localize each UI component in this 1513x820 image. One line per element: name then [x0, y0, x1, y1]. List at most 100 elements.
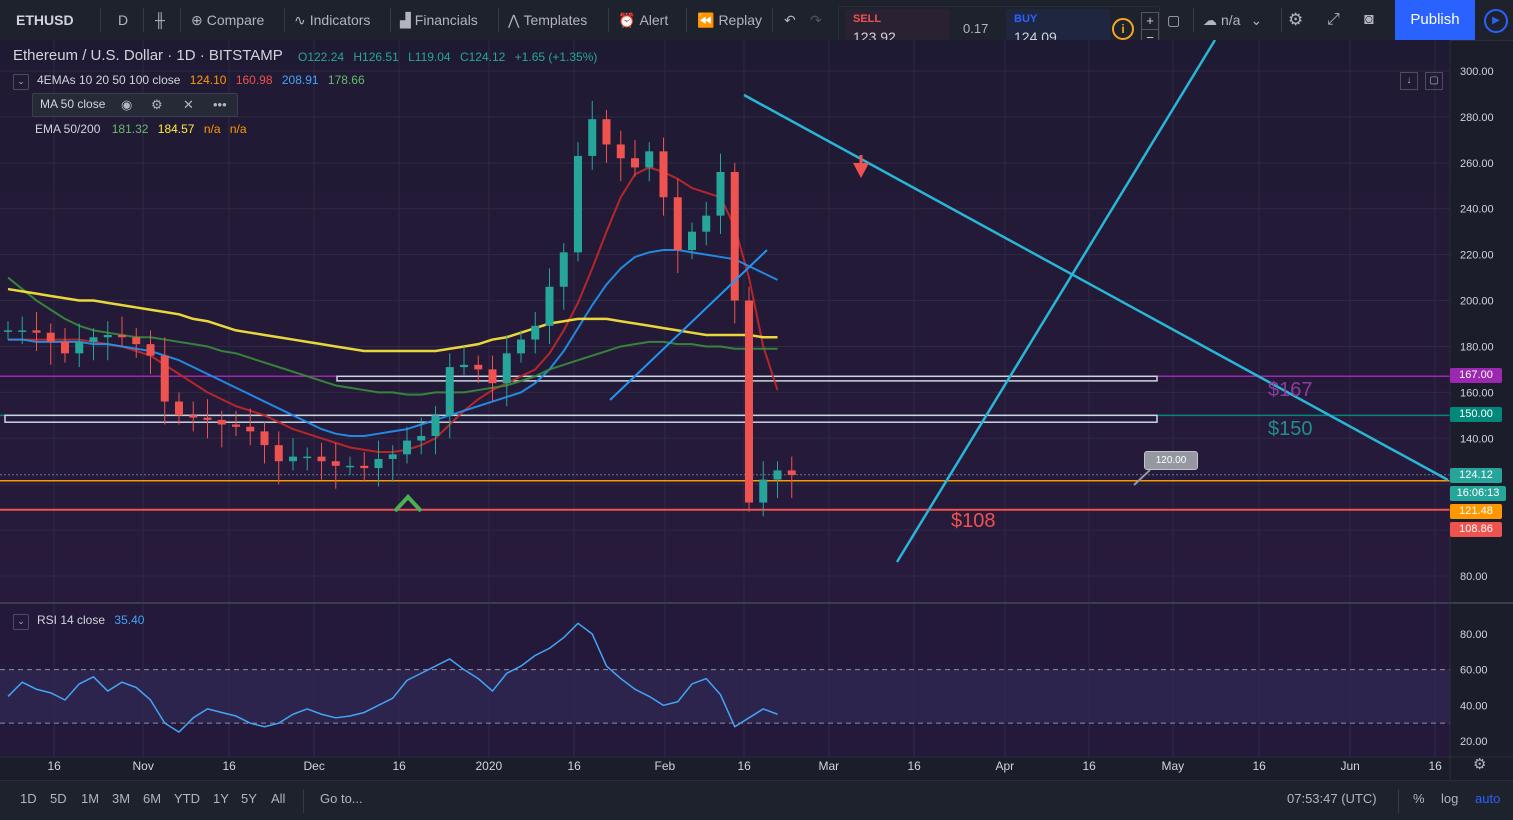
time-tick-label: 16 [1082, 759, 1096, 773]
arrow-down-icon[interactable]: ↓ [1400, 72, 1418, 90]
compare-button[interactable]: ⊕ Compare [191, 0, 264, 40]
divider [390, 8, 391, 32]
indicators-icon: ∿ [294, 12, 306, 28]
publish-button[interactable]: Publish [1395, 0, 1475, 40]
range-button[interactable]: YTD [174, 791, 200, 806]
ma50-legend-box[interactable]: MA 50 close ◉ ⚙ ✕ ••• [32, 93, 238, 117]
ema50-value: 208.91 [281, 73, 319, 87]
settings-button[interactable]: ⚙ [1288, 0, 1303, 40]
ema10-value: 124.10 [189, 73, 227, 87]
candles-icon: ╫ [155, 12, 165, 28]
compare-label: Compare [206, 12, 265, 28]
alert-button[interactable]: ⏰ Alert [618, 0, 668, 40]
clock-time[interactable]: 07:53:47 (UTC) [1287, 791, 1377, 806]
price-callout[interactable]: 120.00 [1144, 451, 1198, 470]
candle-body [602, 119, 611, 145]
price-tick-label: 160.00 [1460, 387, 1494, 399]
more-icon[interactable]: ••• [213, 97, 227, 112]
chart-type-button[interactable]: ╫ [155, 0, 169, 40]
range-button[interactable]: 1M [81, 791, 100, 806]
eye-icon[interactable]: ◉ [121, 97, 133, 112]
rectangle-icon: ▢ [1167, 12, 1181, 28]
time-tick-label: 16 [907, 759, 921, 773]
price-tick-label: 80.00 [1460, 571, 1488, 583]
templates-button[interactable]: ⋀ Templates [508, 0, 587, 40]
financials-button[interactable]: ▟ Financials [400, 0, 478, 40]
ema50200-v2: 184.57 [157, 122, 195, 136]
fullscreen-rect-button[interactable]: ▢ [1167, 0, 1180, 40]
candle-body [346, 465, 354, 468]
collapse-chevron-icon[interactable]: ⌄ [13, 74, 29, 90]
financials-label: Financials [414, 12, 478, 28]
range-button[interactable]: 6M [143, 791, 162, 806]
candle-body [431, 415, 440, 436]
divider [1281, 8, 1282, 32]
sell-label: SELL [853, 13, 882, 25]
time-axis-settings-icon[interactable]: ⚙ [1473, 756, 1487, 773]
time-tick-label: Jun [1340, 759, 1360, 773]
rsi-band [0, 669, 1450, 724]
undo-icon: ↶ [784, 12, 796, 28]
plus-button[interactable]: + [1141, 12, 1159, 30]
log-toggle[interactable]: log [1441, 791, 1459, 806]
expand-icon: ⤢ [1327, 11, 1340, 28]
undo-button[interactable]: ↶ [784, 0, 800, 40]
replay-button[interactable]: ⏪ Replay [697, 0, 762, 40]
play-icon[interactable]: ▶ [1484, 9, 1508, 33]
range-button[interactable]: 5Y [241, 791, 257, 806]
candle-body [388, 454, 397, 459]
info-icon[interactable]: i [1112, 18, 1134, 40]
ema-legend-name: 4EMAs 10 20 50 100 close [37, 73, 181, 87]
price-axis[interactable]: 80.00 140.00 160.00 180.00 200.00 220.00 240.0… [1460, 66, 1494, 583]
price-tick-label: 260.00 [1460, 158, 1494, 170]
candle-body [317, 456, 326, 462]
candle-body [103, 334, 112, 338]
close-icon[interactable]: ✕ [183, 97, 194, 112]
range-button[interactable]: 1Y [213, 791, 229, 806]
ema50200-name: EMA 50/200 [35, 122, 101, 136]
rsi-axis[interactable]: 20.00 40.00 60.00 80.00 [1460, 629, 1488, 748]
percent-toggle[interactable]: % [1413, 791, 1425, 806]
time-tick-label: 16 [1428, 759, 1442, 773]
rsi-tick-label: 40.00 [1460, 700, 1488, 712]
layout-button[interactable]: ☁ n/a ⌄ [1203, 0, 1266, 40]
range-button[interactable]: 1D [20, 791, 37, 806]
ohlc-values: O122.24 H126.51 L119.04 C124.12 +1.65 (+… [298, 50, 603, 64]
chart-canvas[interactable]: 80.00 140.00 160.00 180.00 200.00 220.00 240.0… [0, 40, 1513, 780]
interval-button[interactable]: D [118, 12, 129, 28]
callout-pointer [1133, 469, 1151, 486]
candle-body [118, 334, 126, 338]
candle-body [89, 337, 98, 342]
candle-body [759, 479, 768, 503]
candle-body [217, 419, 226, 425]
price-tick-label: 140.00 [1460, 433, 1494, 445]
symbol-search[interactable]: ETHUSD [16, 12, 74, 28]
candle-body [46, 332, 55, 342]
candle-body [730, 172, 739, 301]
goto-button[interactable]: Go to... [320, 791, 363, 806]
top-toolbar: ETHUSD D ╫ ⊕ Compare ∿ Indicators ▟ Financi… [0, 0, 1513, 50]
gear-icon: ⚙ [1288, 10, 1304, 29]
redo-button[interactable]: ↷ [810, 0, 822, 40]
gear-icon[interactable]: ⚙ [151, 97, 163, 112]
fullscreen-button[interactable]: ⤢ [1327, 0, 1340, 40]
snapshot-button[interactable]: ◙ [1364, 0, 1374, 40]
drawings[interactable] [393, 40, 1449, 563]
range-button[interactable]: 3M [112, 791, 131, 806]
candle-body [787, 470, 796, 475]
candle-body [517, 339, 525, 354]
ascending-trendline [895, 40, 1217, 563]
collapse-chevron-icon[interactable]: ⌄ [13, 614, 29, 630]
maximize-pane-icon[interactable]: ▢ [1425, 72, 1443, 90]
range-button[interactable]: 5D [50, 791, 67, 806]
candle-body [75, 341, 84, 354]
sell-arrow-marker [853, 163, 869, 178]
price-tick-label: 280.00 [1460, 112, 1494, 124]
ema20-value: 160.98 [235, 73, 273, 87]
candle-body [460, 364, 468, 368]
range-button[interactable]: All [271, 791, 286, 806]
rsi-legend: ⌄ RSI 14 close 35.40 [13, 613, 144, 630]
candle-body [716, 172, 725, 216]
indicators-button[interactable]: ∿ Indicators [294, 0, 370, 40]
auto-toggle[interactable]: auto [1475, 791, 1501, 806]
